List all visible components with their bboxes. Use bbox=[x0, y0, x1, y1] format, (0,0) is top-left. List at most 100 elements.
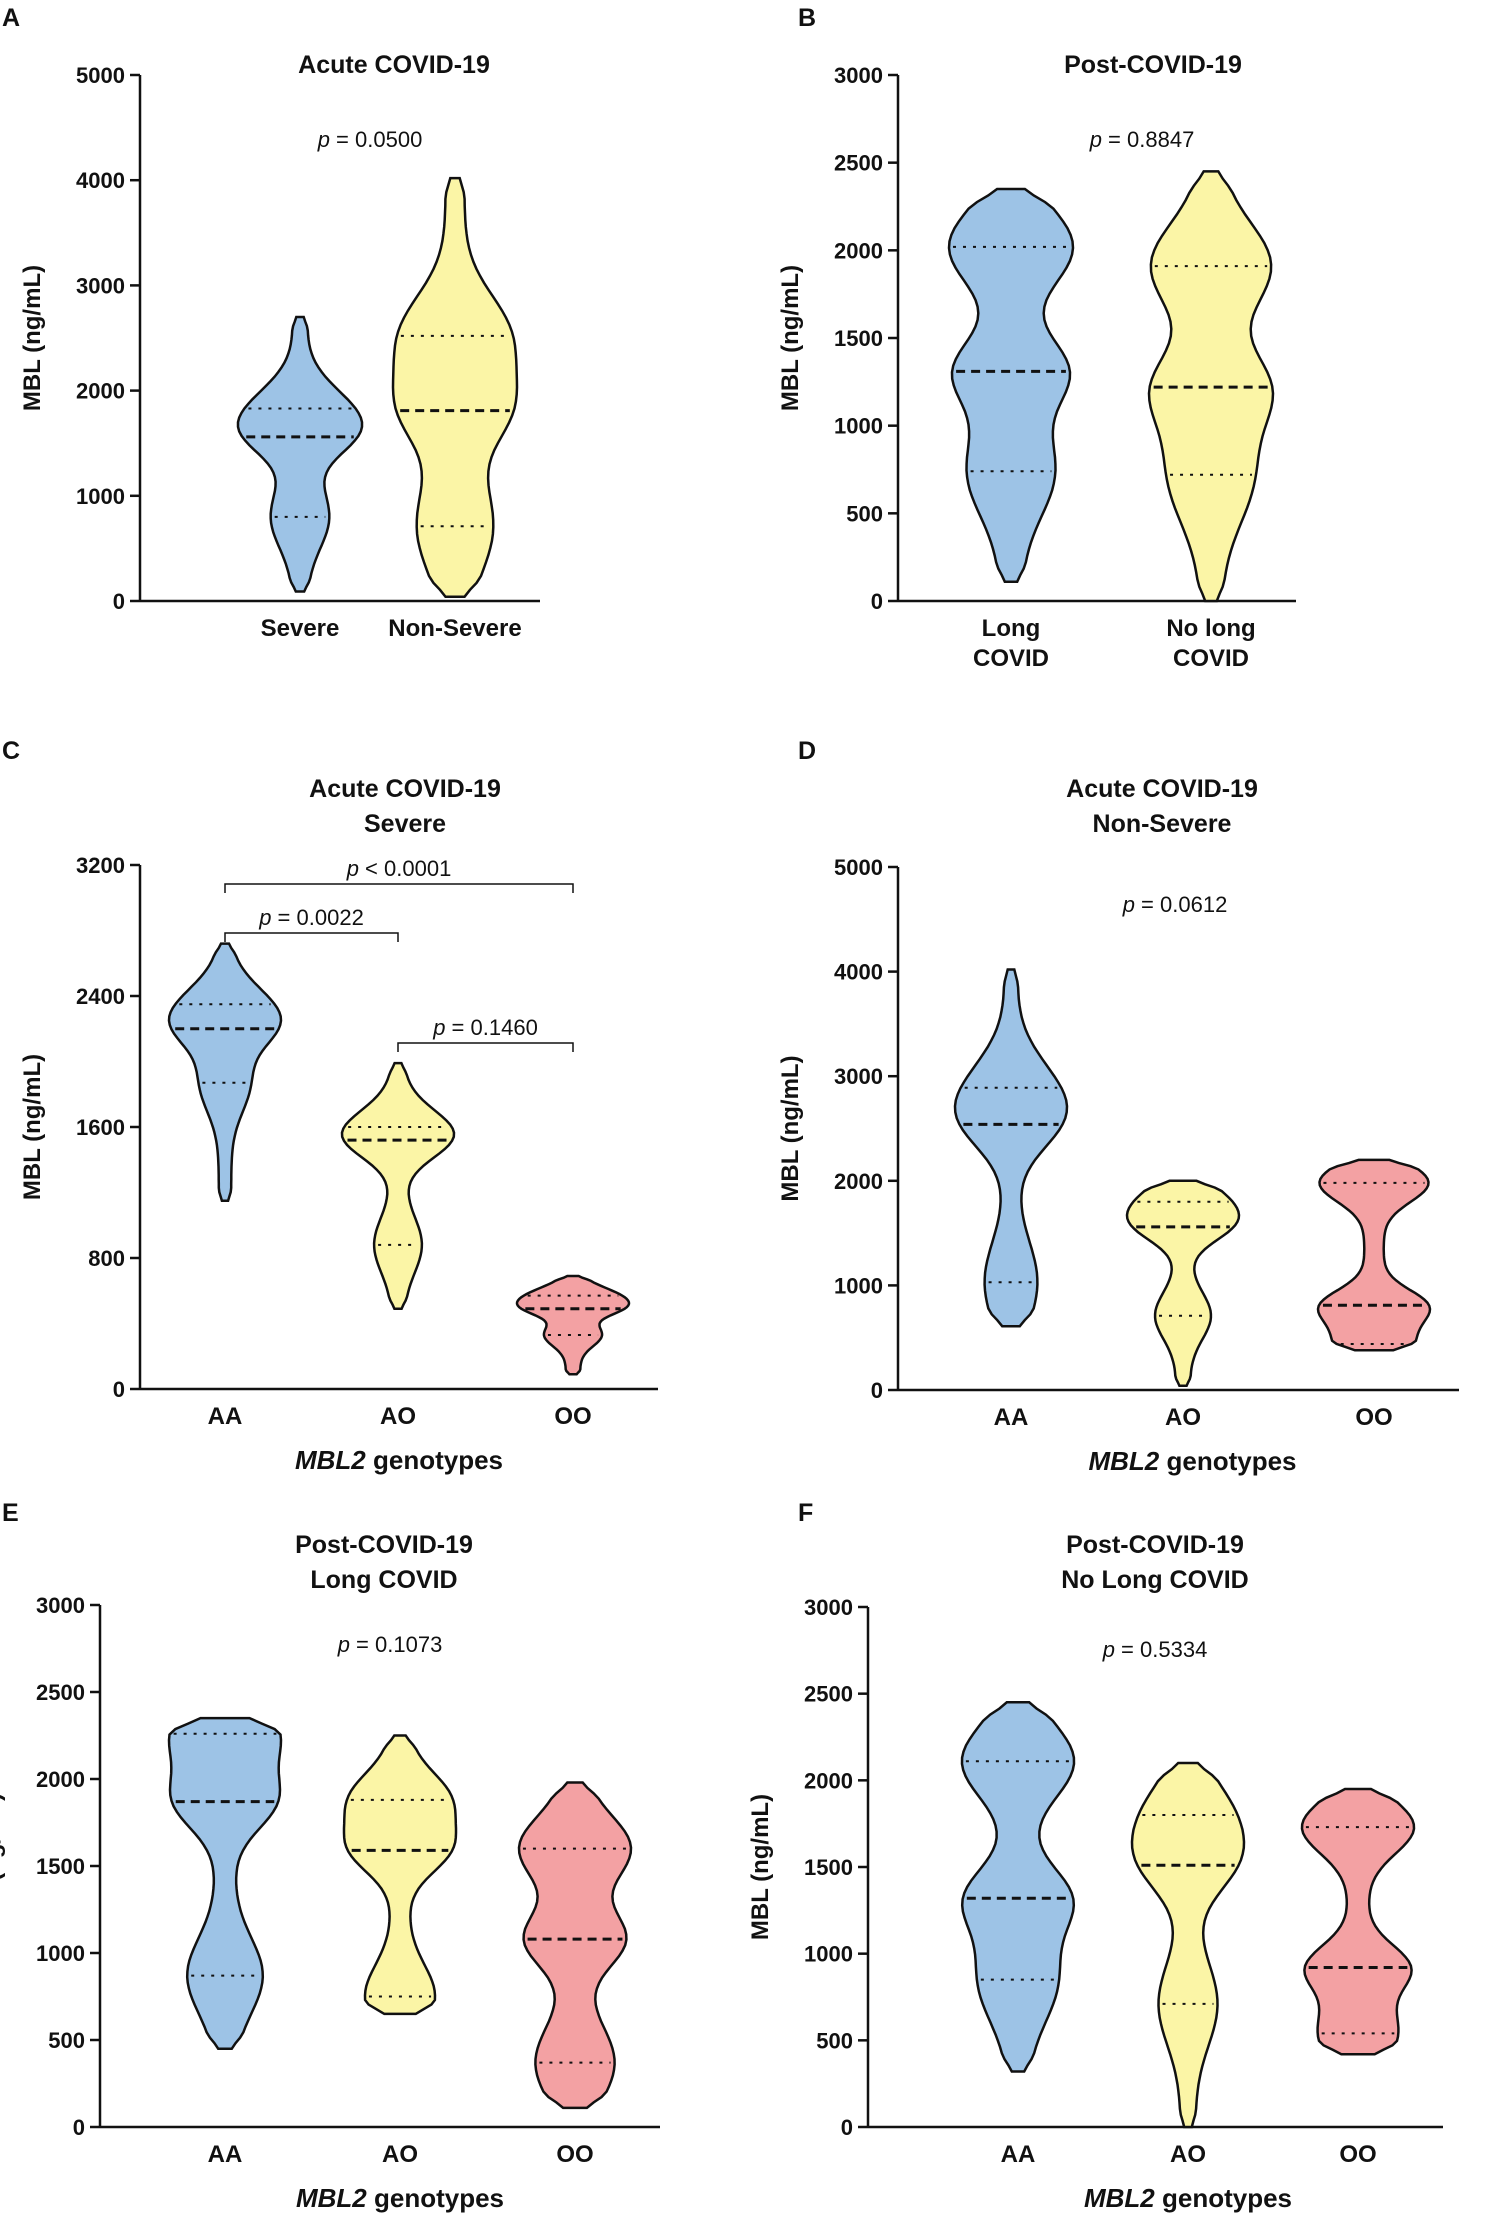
violin-ao bbox=[1125, 1179, 1241, 1388]
y-tick-label: 2400 bbox=[76, 984, 125, 1009]
p-value: p = 0.1073 bbox=[337, 1632, 443, 1657]
y-tick-label: 0 bbox=[73, 2115, 85, 2140]
y-tick-label: 500 bbox=[48, 2028, 85, 2053]
panel-letter: C bbox=[2, 737, 20, 765]
y-tick-label: 1000 bbox=[76, 484, 125, 509]
panel-letter: A bbox=[2, 4, 20, 32]
x-axis-label: MBL2 genotypes bbox=[1088, 1446, 1296, 1476]
violin-body bbox=[953, 968, 1069, 1328]
y-tick-label: 1000 bbox=[834, 414, 883, 439]
chart-title: Post-COVID-19 bbox=[1064, 51, 1242, 79]
y-tick-label: 3000 bbox=[804, 1595, 853, 1620]
y-axis-label: MBL (ng/mL) bbox=[0, 1793, 6, 1939]
comparison-bracket: p = 0.1460 bbox=[397, 1015, 574, 1052]
comparison-bracket: p < 0.0001 bbox=[224, 856, 574, 893]
comparison-bracket: p = 0.0022 bbox=[224, 905, 399, 942]
violin-oo bbox=[517, 1781, 633, 2110]
violin-aa bbox=[953, 968, 1069, 1328]
y-tick-label: 0 bbox=[113, 589, 125, 614]
y-axis-label: MBL (ng/mL) bbox=[747, 1794, 774, 1940]
panel-b: B Post-COVID-19 0 500 1000 1500 2000 2500 3000 MB… bbox=[777, 4, 1296, 672]
y-axis-label: MBL (ng/mL) bbox=[777, 265, 804, 411]
x-tick-label: AA bbox=[994, 1404, 1029, 1431]
x-axis-label: MBL2 genotypes bbox=[296, 2183, 504, 2213]
violin-body bbox=[960, 1701, 1076, 2073]
p-value: p = 0.0500 bbox=[317, 127, 423, 152]
chart-subtitle: Long COVID bbox=[310, 1566, 457, 1594]
chart-title: Post-COVID-19 bbox=[295, 1531, 473, 1559]
y-tick-label: 3000 bbox=[76, 273, 125, 298]
violin-long-covid bbox=[947, 187, 1075, 583]
violin-aa bbox=[167, 1716, 283, 2050]
y-axis-label: MBL (ng/mL) bbox=[777, 1055, 804, 1201]
y-tick-label: 500 bbox=[846, 501, 883, 526]
panel-a: A Acute COVID-19 0 1000 2000 3000 4000 5000 MBL … bbox=[2, 4, 540, 642]
p-value: p = 0.0612 bbox=[1122, 892, 1228, 917]
chart-subtitle: Severe bbox=[364, 810, 446, 838]
violin-oo bbox=[1316, 1158, 1432, 1352]
violin-non-severe bbox=[391, 176, 519, 599]
violin-oo bbox=[1300, 1787, 1416, 2056]
y-tick-label: 0 bbox=[871, 589, 883, 614]
y-tick-label: 3200 bbox=[76, 853, 125, 878]
y-tick-label: 5000 bbox=[76, 63, 125, 88]
violin-severe bbox=[236, 315, 364, 593]
x-tick-label: AO bbox=[380, 1403, 416, 1430]
violin-body bbox=[517, 1781, 633, 2110]
violin-body bbox=[515, 1274, 631, 1376]
y-tick-label: 4000 bbox=[76, 168, 125, 193]
violin-no-long-covid bbox=[1147, 170, 1275, 603]
x-tick-label: OO bbox=[554, 1403, 591, 1430]
panel-e: E Post-COVID-19 Long COVID 0 500 1000 1500 2000… bbox=[0, 1499, 660, 2213]
violin-body bbox=[236, 315, 364, 593]
chart-title: Acute COVID-19 bbox=[298, 51, 490, 79]
violin-body bbox=[947, 187, 1075, 583]
y-tick-label: 1500 bbox=[36, 1854, 85, 1879]
chart-title: Post-COVID-19 bbox=[1066, 1531, 1244, 1559]
y-tick-label: 3000 bbox=[834, 63, 883, 88]
y-tick-label: 1500 bbox=[834, 326, 883, 351]
y-axis-label: MBL (ng/mL) bbox=[19, 265, 46, 411]
violin-body bbox=[391, 176, 519, 599]
y-tick-label: 2500 bbox=[834, 151, 883, 176]
chart-subtitle: Non-Severe bbox=[1093, 810, 1232, 838]
panel-letter: F bbox=[798, 1499, 813, 1527]
panel-letter: E bbox=[2, 1499, 19, 1527]
panel-letter: B bbox=[798, 4, 816, 32]
y-tick-label: 0 bbox=[841, 2115, 853, 2140]
x-tick-label: OO bbox=[1355, 1404, 1392, 1431]
y-tick-label: 2000 bbox=[76, 379, 125, 404]
y-tick-label: 1500 bbox=[804, 1855, 853, 1880]
x-tick-label: AA bbox=[208, 2141, 243, 2168]
panel-d: D Acute COVID-19 Non-Severe 0 1000 2000 3000 40… bbox=[777, 737, 1459, 1476]
x-tick-label: AO bbox=[382, 2141, 418, 2168]
p-value: p = 0.5334 bbox=[1102, 1637, 1208, 1662]
panel-c: C Acute COVID-19 Severe 0 800 1600 2400 3200 MBL… bbox=[2, 737, 658, 1475]
violin-aa bbox=[960, 1701, 1076, 2073]
x-axis-label: MBL2 genotypes bbox=[295, 1445, 503, 1475]
y-tick-label: 2000 bbox=[834, 1169, 883, 1194]
violin-ao bbox=[342, 1734, 458, 2016]
y-tick-label: 2000 bbox=[834, 238, 883, 263]
violin-aa bbox=[167, 942, 283, 1202]
violin-body bbox=[1147, 170, 1275, 603]
p-value: p = 0.8847 bbox=[1089, 127, 1195, 152]
violin-body bbox=[167, 1716, 283, 2050]
y-tick-label: 2500 bbox=[804, 1682, 853, 1707]
y-tick-label: 500 bbox=[816, 2028, 853, 2053]
y-tick-label: 3000 bbox=[36, 1593, 85, 1618]
violin-body bbox=[1300, 1787, 1416, 2056]
x-tick-label: AO bbox=[1165, 1404, 1201, 1431]
y-axis-label: MBL (ng/mL) bbox=[19, 1054, 46, 1200]
x-tick-label: Non-Severe bbox=[388, 615, 521, 642]
x-axis-label: MBL2 genotypes bbox=[1084, 2183, 1292, 2213]
y-tick-label: 1000 bbox=[804, 1942, 853, 1967]
x-tick-label: Long bbox=[982, 615, 1041, 642]
p-value: p = 0.1460 bbox=[432, 1015, 538, 1040]
violin-body bbox=[340, 1061, 456, 1311]
chart-subtitle: No Long COVID bbox=[1061, 1566, 1248, 1594]
y-tick-label: 2500 bbox=[36, 1680, 85, 1705]
y-tick-label: 0 bbox=[113, 1377, 125, 1402]
y-tick-label: 1000 bbox=[36, 1941, 85, 1966]
